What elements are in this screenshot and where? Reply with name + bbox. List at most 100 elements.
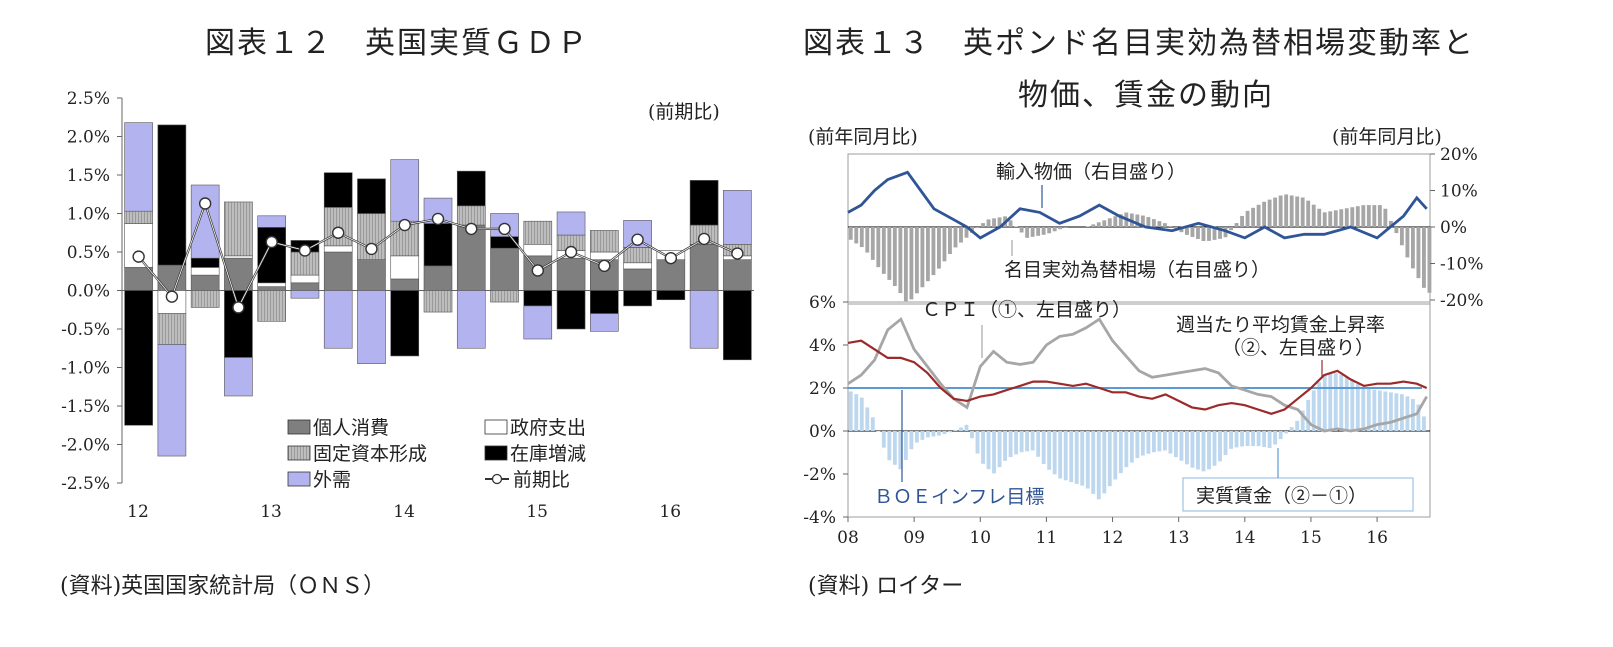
fx-bar: [920, 227, 925, 288]
gdp-bar-segment: [257, 227, 286, 284]
real-wage-bar: [1003, 431, 1008, 461]
import-price-label: 輸入物価（右目盛り）: [996, 161, 1186, 183]
fx-bar: [1135, 214, 1140, 227]
fx-bar: [1355, 206, 1360, 227]
gdp-total-point: [398, 218, 411, 232]
real-wage-bar: [1223, 431, 1228, 456]
lower-x-year-label: 16: [1366, 528, 1388, 548]
gdp-bar-segment: [190, 257, 220, 268]
gdp-y-tick-label: -1.5%: [61, 397, 110, 417]
gdp-total-point: [631, 233, 644, 246]
fx-bar: [1410, 227, 1415, 269]
fx-bar: [1366, 205, 1371, 227]
fx-bar: [1041, 227, 1046, 235]
gdp-bar-segment: [490, 236, 519, 249]
real-wage-bar: [964, 424, 969, 431]
fx-bar: [964, 227, 969, 238]
real-wage-bar: [1069, 431, 1074, 483]
gdp-bar-segment: [590, 251, 619, 260]
real-wage-bar: [992, 431, 996, 474]
gdp-y-tick-label: -2.5%: [61, 474, 110, 494]
gdp-legend-swatch: [287, 419, 311, 435]
real-wage-bar: [925, 431, 930, 438]
fx-bar: [1256, 204, 1261, 227]
lower-x-year-label: 08: [837, 528, 859, 548]
fx-bar: [1157, 221, 1162, 227]
gdp-bar-segment: [357, 259, 386, 291]
fx-bar: [1058, 227, 1063, 230]
real-wage-bar: [1074, 431, 1079, 484]
gdp-bar-segment: [190, 267, 220, 276]
gdp-total-point: [265, 235, 278, 249]
real-wage-bar: [1118, 431, 1123, 474]
fx-bar: [1240, 215, 1244, 227]
fx-bar: [1289, 195, 1294, 227]
gdp-legend-label: 個人消費: [313, 417, 389, 439]
fx-bar: [1096, 222, 1101, 227]
real-wage-bar: [876, 431, 881, 432]
fx-bar: [876, 227, 881, 268]
gdp-bar-segment: [323, 251, 353, 291]
real-wage-bar: [1229, 431, 1233, 449]
fx-bar: [1388, 220, 1393, 227]
gdp-legend-swatch: [287, 471, 311, 487]
fx-bar: [914, 227, 919, 294]
real-wage-label: 実質賃金（②－①）: [1196, 485, 1367, 507]
gdp-bar-segment: [290, 282, 320, 291]
boe-target-label: ＢＯＥインフレ目標: [874, 486, 1044, 508]
gdp-bar-segment: [556, 211, 586, 236]
real-wage-bar: [1096, 431, 1101, 500]
upper-right-tick-label: 0%: [1440, 218, 1467, 238]
gdp-legend-swatch: [484, 419, 508, 435]
real-wage-bar: [948, 431, 952, 433]
real-wage-bar: [1284, 431, 1289, 434]
real-wage-bar: [1140, 431, 1145, 456]
lower-left-tick-label: 2%: [809, 379, 836, 399]
real-wage-bar: [1383, 391, 1388, 431]
fx-bar: [1399, 227, 1404, 246]
real-wage-bar: [1366, 388, 1371, 431]
fx-bar: [1107, 218, 1112, 227]
fx-bar: [887, 227, 892, 280]
wage-label-line1: 週当たり平均賃金上昇率: [1176, 314, 1385, 336]
real-wage-bar: [1162, 431, 1167, 451]
gdp-bar-segment: [556, 234, 586, 251]
fx-bar: [1234, 223, 1239, 227]
gdp-bar-segment: [689, 290, 719, 349]
fx-bar: [1162, 223, 1167, 227]
gdp-bar-segment: [157, 290, 187, 314]
real-wage-bar: [1245, 431, 1250, 447]
real-wage-bar: [942, 431, 947, 435]
real-wage-bar: [898, 431, 903, 470]
real-wage-bar: [1212, 431, 1217, 466]
real-wage-bar: [1372, 389, 1377, 431]
right-chart-title-line1: 図表１３ 英ポンド名目実効為替相場変動率と: [803, 26, 1475, 61]
gdp-bar-segment: [224, 357, 253, 397]
upper-right-tick-label: 10%: [1440, 182, 1478, 202]
upper-right-tick-label: 20%: [1440, 145, 1478, 165]
real-wage-bar: [1030, 431, 1035, 451]
gdp-bar-segment: [157, 313, 187, 345]
fx-bar: [1306, 200, 1311, 227]
gdp-bar-segment: [523, 255, 553, 291]
fx-bar: [1245, 210, 1250, 227]
real-wage-bar: [1361, 387, 1366, 431]
real-wage-bar: [1234, 431, 1239, 448]
real-wage-bar: [981, 431, 985, 464]
lower-left-tick-label: 6%: [809, 293, 836, 313]
fx-bar: [1405, 227, 1410, 258]
real-wage-bar: [1405, 396, 1410, 431]
real-wage-bar: [1146, 431, 1151, 454]
gdp-bar-segment: [290, 240, 320, 253]
real-wage-bar: [1218, 431, 1222, 462]
gdp-bar-segment: [556, 250, 586, 259]
gdp-bar-segment: [423, 290, 453, 313]
gdp-total-point: [298, 244, 312, 257]
lower-left-tick-label: -4%: [803, 508, 836, 528]
left-chart-title: 図表１２ 英国実質ＧＤＰ: [205, 26, 589, 61]
gdp-bar-segment: [157, 264, 187, 291]
real-wage-bar: [1422, 416, 1426, 431]
gdp-y-tick-label: 0.5%: [67, 243, 110, 263]
real-wage-bar: [975, 431, 980, 454]
